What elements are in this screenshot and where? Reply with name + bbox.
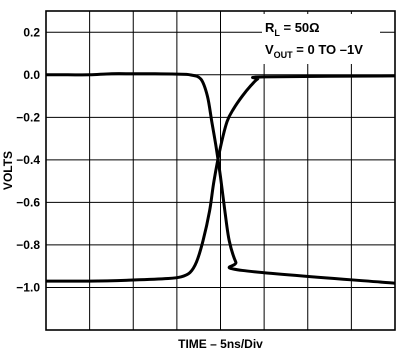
falling-edge-curve xyxy=(46,72,396,285)
annotation-background xyxy=(262,14,380,64)
y-tick-label: −0.2 xyxy=(16,110,40,124)
y-tick-label: 0.0 xyxy=(23,68,40,82)
y-tick-label: −0.4 xyxy=(16,153,40,167)
grid-lines xyxy=(46,11,395,330)
annotation-block: RL = 50Ω VOUT = 0 TO –1V xyxy=(262,14,380,64)
load-resistance-annotation: RL = 50Ω xyxy=(265,20,320,38)
y-tick-label: −1.0 xyxy=(16,280,40,294)
plot-frame xyxy=(45,10,396,331)
x-axis-label: TIME – 5ns/Div xyxy=(178,337,263,351)
y-tick-label: 0.2 xyxy=(23,25,40,39)
y-tick-label: −0.6 xyxy=(16,195,40,209)
rising-edge-curve xyxy=(45,74,396,283)
y-tick-label: −0.8 xyxy=(16,238,40,252)
y-axis-label: VOLTS xyxy=(1,151,15,190)
y-tick-labels: 0.2 0.0 −0.2 −0.4 −0.6 −0.8 −1.0 xyxy=(16,25,40,294)
output-voltage-annotation: VOUT = 0 TO –1V xyxy=(265,42,363,60)
data-curves xyxy=(45,72,396,285)
